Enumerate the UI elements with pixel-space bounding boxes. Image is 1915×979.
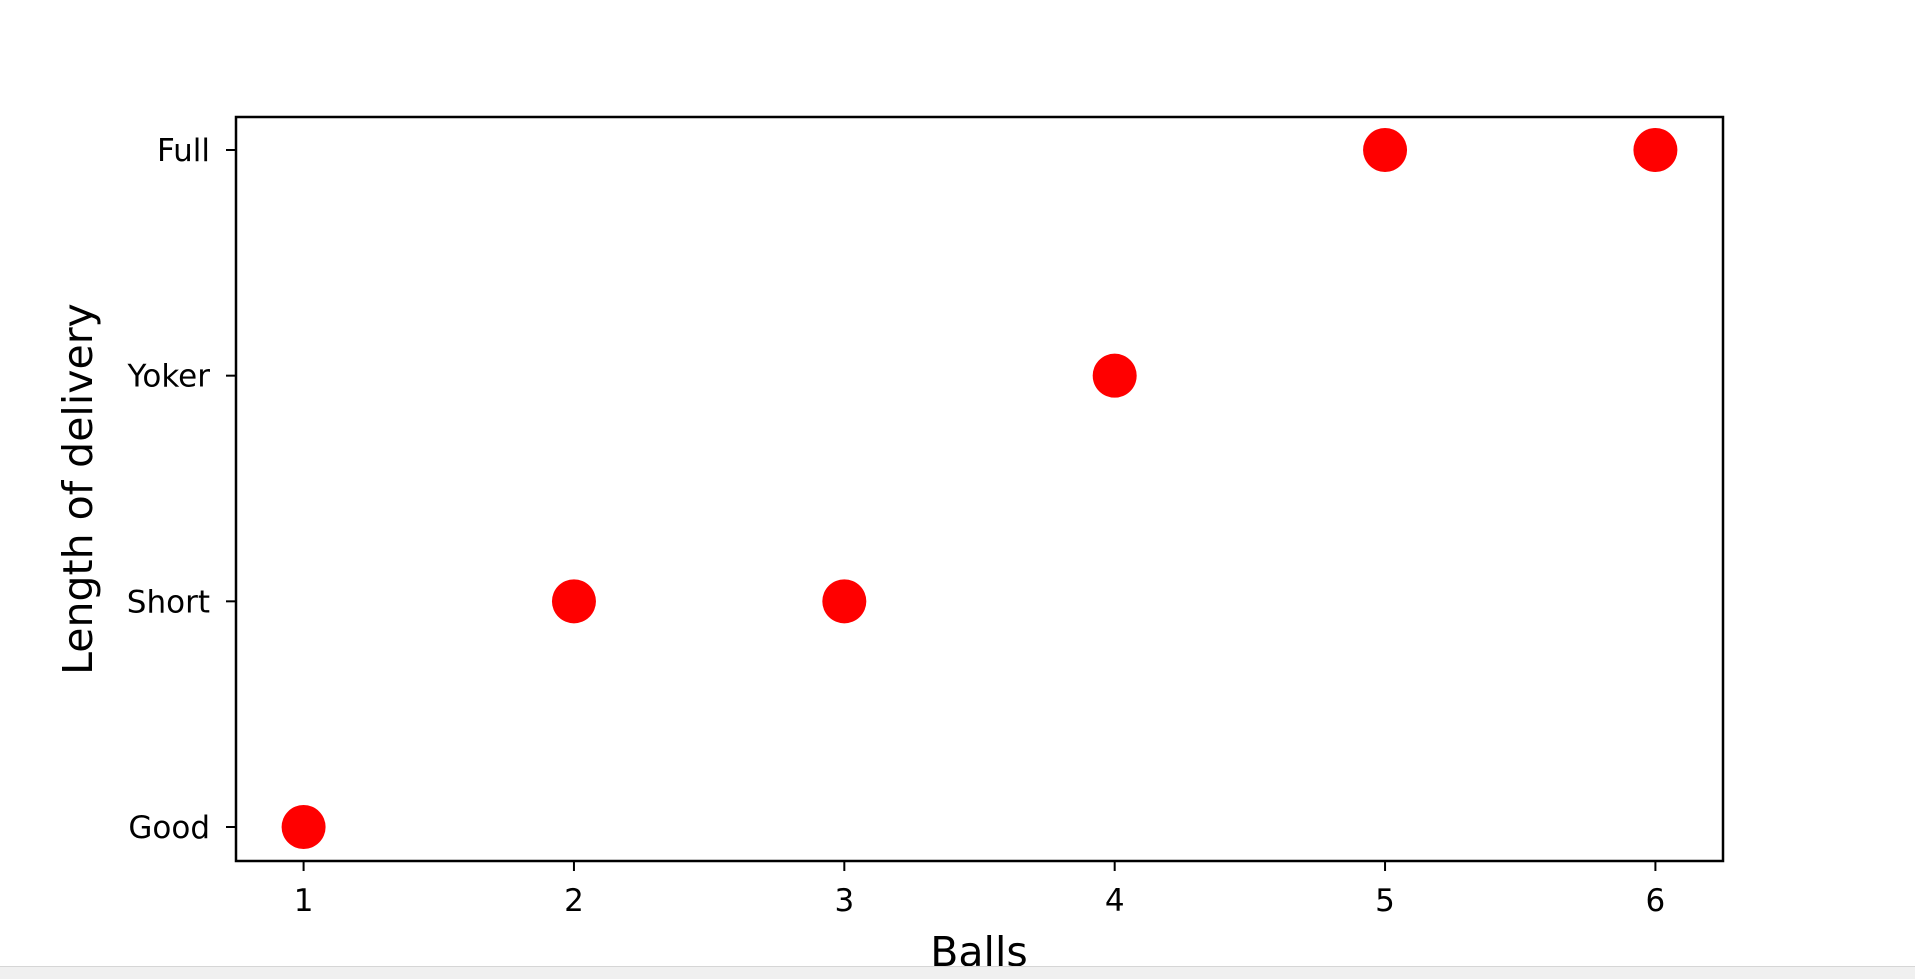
scatter-points [281, 128, 1678, 849]
toolbar-strip [0, 966, 1915, 979]
x-tick-label: 2 [564, 883, 584, 919]
y-tick-label: Good [128, 810, 210, 846]
y-axis-label: Length of delivery [54, 303, 102, 675]
y-axis: Good Short Yoker Full [127, 133, 236, 846]
data-point [281, 805, 326, 849]
y-tick-label: Yoker [127, 359, 211, 395]
y-tick-label: Full [157, 133, 210, 169]
x-axis: 1 2 3 4 5 6 [294, 861, 1666, 919]
x-tick-label: 5 [1375, 883, 1395, 919]
data-point [1633, 128, 1678, 172]
y-tick-label: Short [127, 584, 210, 620]
data-point [822, 579, 867, 624]
x-tick-label: 3 [834, 883, 854, 919]
x-tick-label: 1 [294, 883, 314, 919]
x-tick-label: 4 [1105, 883, 1125, 919]
data-point [1092, 353, 1137, 398]
data-point [1363, 128, 1408, 172]
x-tick-label: 6 [1646, 883, 1666, 919]
plot-area [234, 115, 1725, 863]
data-point [551, 579, 596, 624]
